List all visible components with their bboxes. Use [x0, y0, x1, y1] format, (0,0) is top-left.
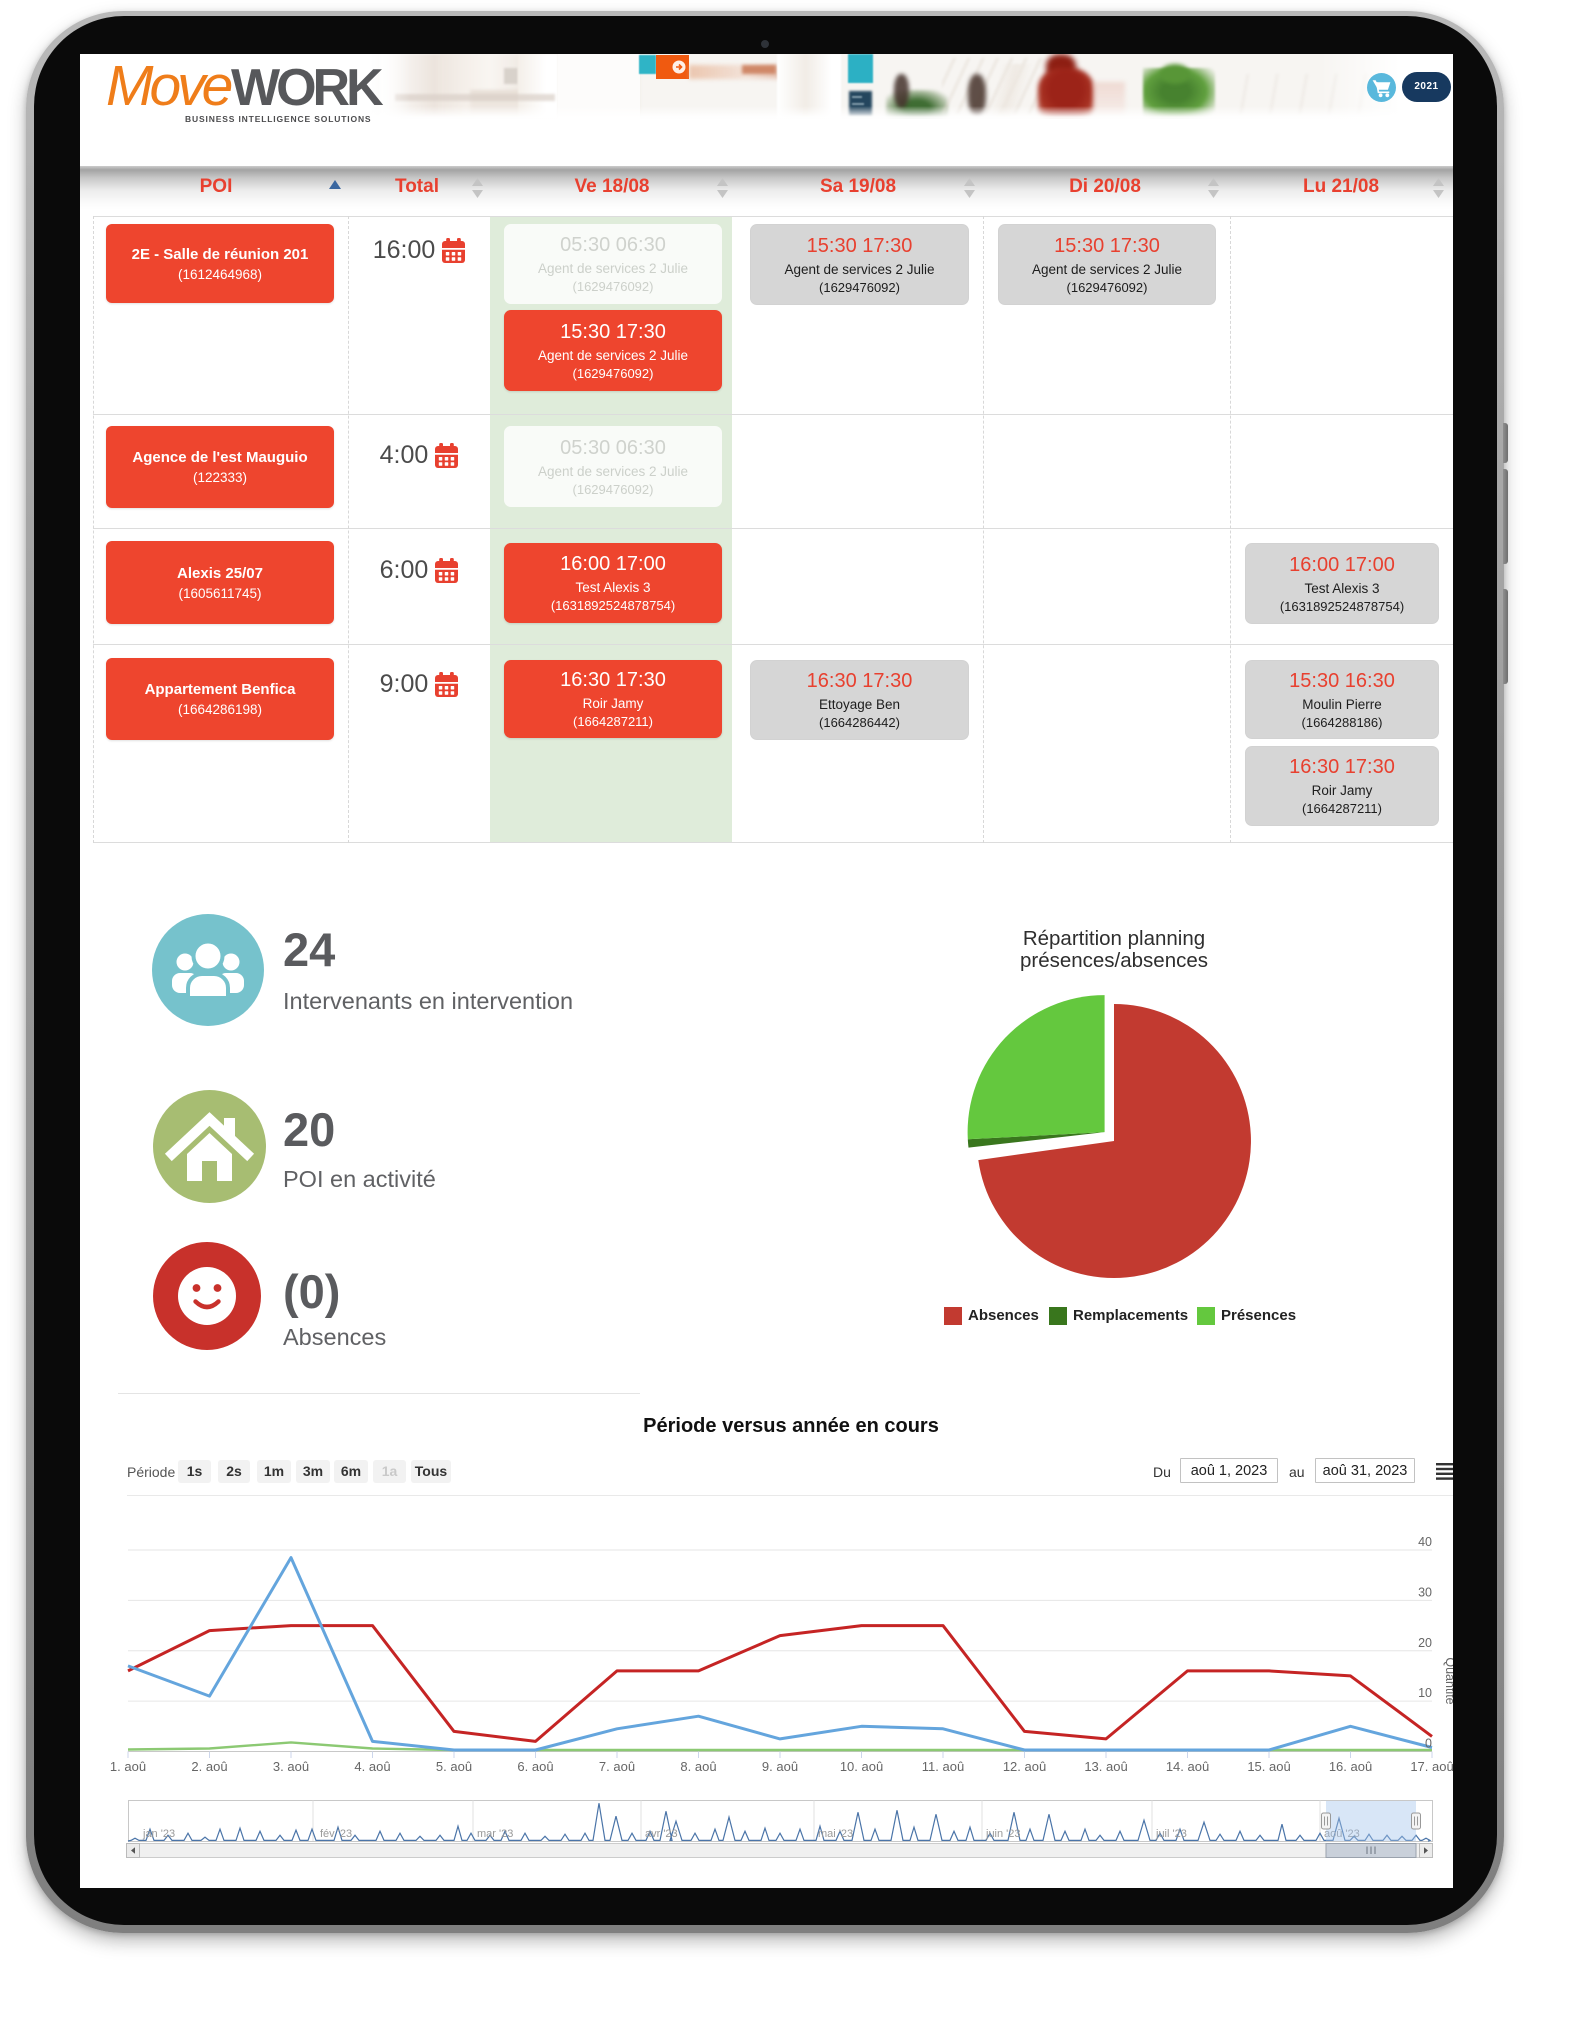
svg-text:Quantité: Quantité [1443, 1657, 1453, 1704]
svg-text:40: 40 [1418, 1535, 1432, 1549]
svg-text:10. aoû: 10. aoû [840, 1759, 883, 1774]
svg-text:fév '23: fév '23 [320, 1828, 352, 1840]
svg-text:mai '23: mai '23 [818, 1828, 853, 1840]
svg-text:3. aoû: 3. aoû [273, 1759, 309, 1774]
svg-text:14. aoû: 14. aoû [1166, 1759, 1209, 1774]
svg-text:2. aoû: 2. aoû [191, 1759, 227, 1774]
svg-text:30: 30 [1418, 1585, 1432, 1599]
svg-text:aoû '23: aoû '23 [1324, 1828, 1360, 1840]
svg-text:5. aoû: 5. aoû [436, 1759, 472, 1774]
svg-text:20: 20 [1418, 1636, 1432, 1650]
svg-text:mar '23: mar '23 [477, 1828, 513, 1840]
svg-text:10: 10 [1418, 1686, 1432, 1700]
svg-text:17. aoû: 17. aoû [1410, 1759, 1453, 1774]
svg-text:0: 0 [1425, 1737, 1432, 1751]
svg-text:13. aoû: 13. aoû [1084, 1759, 1127, 1774]
svg-text:12. aoû: 12. aoû [1003, 1759, 1046, 1774]
svg-text:juil '23: juil '23 [1155, 1828, 1187, 1840]
svg-text:jan '23: jan '23 [142, 1828, 175, 1840]
svg-text:7. aoû: 7. aoû [599, 1759, 635, 1774]
svg-text:11. aoû: 11. aoû [922, 1759, 964, 1774]
svg-text:1. aoû: 1. aoû [110, 1759, 146, 1774]
svg-text:15. aoû: 15. aoû [1247, 1759, 1290, 1774]
svg-text:16. aoû: 16. aoû [1329, 1759, 1372, 1774]
svg-text:juin '23: juin '23 [985, 1828, 1021, 1840]
svg-text:avr '23: avr '23 [645, 1828, 678, 1840]
svg-text:9. aoû: 9. aoû [762, 1759, 798, 1774]
svg-text:8. aoû: 8. aoû [680, 1759, 716, 1774]
svg-text:4. aoû: 4. aoû [354, 1759, 390, 1774]
svg-text:6. aoû: 6. aoû [517, 1759, 553, 1774]
